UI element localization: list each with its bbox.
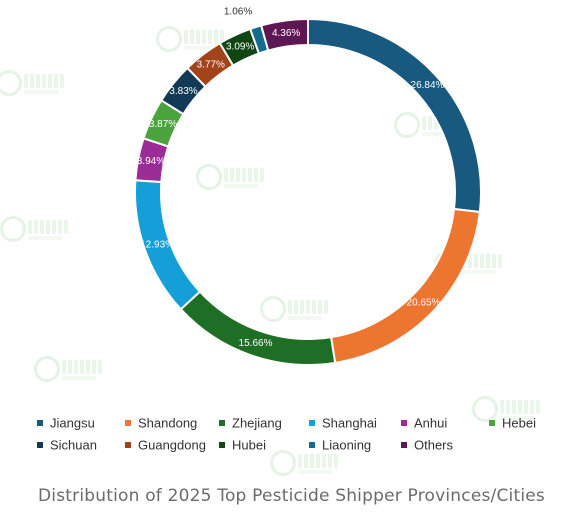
slice-labels: 26.84% 20.65% 15.66% 12.93% 3.94% 3.87% 3.83% 3… — [137, 6, 445, 348]
legend-label-others: Others — [414, 437, 454, 452]
legend-label-hubei: Hubei — [232, 437, 266, 452]
legend-label-hebei: Hebei — [502, 415, 536, 430]
slice-label-sichuan: 3.83% — [169, 86, 197, 97]
slice-label-hebei: 3.87% — [149, 119, 177, 130]
legend-swatch-guangdong — [125, 442, 131, 448]
legend-swatch-hebei — [489, 420, 495, 426]
legend-swatch-jiangsu — [37, 420, 43, 426]
legend-label-guangdong: Guangdong — [138, 437, 206, 452]
legend-label-zhejiang: Zhejiang — [232, 415, 282, 430]
slice-label-shanghai: 12.93% — [140, 240, 174, 251]
slice-zhejiang — [179, 290, 337, 366]
legend-swatch-shanghai — [309, 420, 315, 426]
chart-caption: Distribution of 2025 Top Pesticide Shipp… — [38, 486, 545, 506]
legend-swatch-anhui — [401, 420, 407, 426]
legend-label-liaoning: Liaoning — [322, 437, 371, 452]
slice-label-others: 4.36% — [272, 28, 300, 39]
slice-label-jiangsu: 26.84% — [411, 80, 445, 91]
legend-swatch-hubei — [219, 442, 225, 448]
slice-label-liaoning: 1.06% — [224, 6, 252, 17]
slice-label-guangdong: 3.77% — [197, 60, 225, 71]
slice-label-anhui: 3.94% — [137, 156, 165, 167]
slice-shandong — [329, 207, 481, 364]
chart-legend: Jiangsu Shandong Zhejiang Shanghai Anhui Hebe… — [37, 415, 536, 452]
legend-label-anhui: Anhui — [414, 415, 447, 430]
legend-swatch-sichuan — [37, 442, 43, 448]
legend-label-shandong: Shandong — [138, 415, 197, 430]
legend-swatch-zhejiang — [219, 420, 225, 426]
legend-label-jiangsu: Jiangsu — [50, 415, 95, 430]
slice-jiangsu — [307, 17, 482, 214]
legend-label-shanghai: Shanghai — [322, 415, 377, 430]
legend-swatch-shandong — [125, 420, 131, 426]
donut-slices — [134, 17, 482, 366]
legend-label-sichuan: Sichuan — [50, 437, 97, 452]
slice-label-shandong: 20.65% — [407, 297, 441, 308]
slice-label-zhejiang: 15.66% — [239, 338, 273, 349]
slice-label-hubei: 3.09% — [226, 42, 254, 53]
slice-others — [259, 17, 309, 52]
legend-swatch-others — [401, 442, 407, 448]
legend-swatch-liaoning — [309, 442, 315, 448]
